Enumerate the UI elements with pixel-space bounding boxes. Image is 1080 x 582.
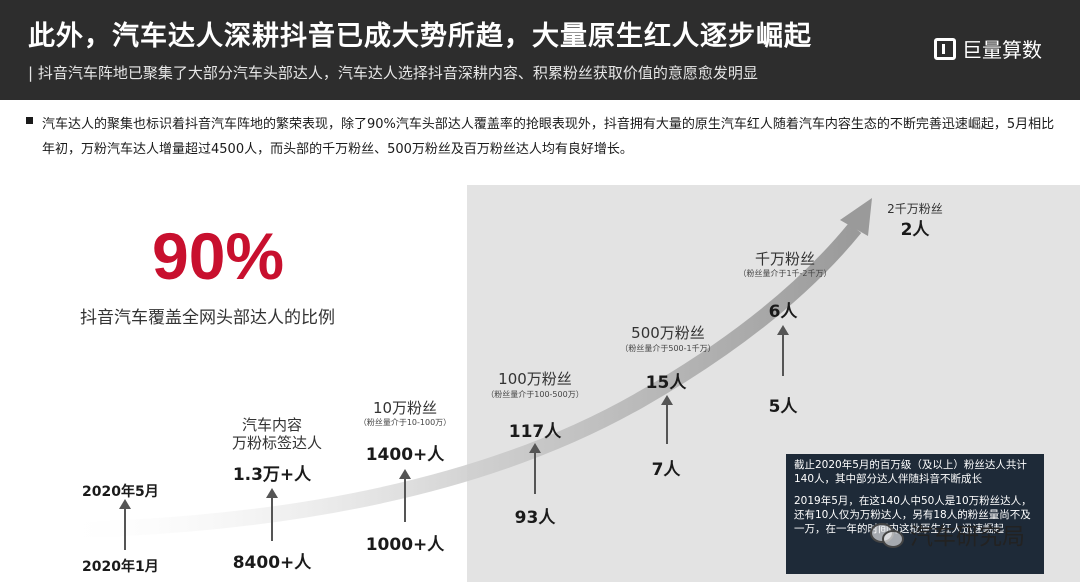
tier-value-jan: 93人 (514, 508, 556, 528)
tier-value-may: 1.3万+人 (232, 465, 312, 485)
tier-value-may: 15人 (645, 373, 687, 393)
up-arrow-icon (119, 499, 131, 550)
up-arrow-icon (266, 488, 278, 541)
tier-value-may: 117人 (508, 422, 562, 442)
tier-label-20m: 2千万粉丝 (887, 202, 943, 216)
tier-label-10m: 千万粉丝 (754, 250, 815, 268)
tier-value-jan: 7人 (651, 460, 681, 480)
coverage-label: 抖音汽车覆盖全网头部达人的比例 (80, 308, 335, 328)
page-title: 此外，汽车达人深耕抖音已成大势所趋，大量原生红人逐步崛起 (28, 21, 812, 52)
brand-logo: 巨量算数 (934, 34, 1042, 63)
tier-value-may: 2人 (900, 220, 930, 240)
watermark-text: 汽车研究局 (910, 524, 1025, 550)
tier-label-10k: 汽车内容 万粉标签达人 (232, 416, 323, 452)
up-arrow-icon (777, 325, 789, 376)
tier-label-line: 汽车内容 (241, 416, 302, 434)
watermark: 汽车研究局 (870, 517, 1025, 551)
info-note-box: 截止2020年5月的百万级（及以上）粉丝达人共计140人，其中部分达人伴随抖音不… (786, 454, 1044, 574)
chat-bubble-icon (870, 521, 904, 548)
up-arrow-icon (399, 469, 411, 522)
tier-range: （粉丝量介于500-1千万） (620, 344, 716, 353)
tier-range: （粉丝量介于100-500万） (486, 390, 584, 399)
tier-value-may: 6人 (768, 302, 798, 322)
tier-value-jan: 5人 (768, 397, 798, 417)
brand-logo-icon (934, 37, 956, 60)
tier-label-5m: 500万粉丝 (631, 324, 705, 342)
up-arrow-icon (529, 443, 541, 494)
tier-label-100k: 10万粉丝 (372, 399, 438, 417)
tier-label-line: 万粉标签达人 (232, 434, 323, 452)
tier-range: （粉丝量介于10-100万） (358, 418, 452, 427)
tier-range: （粉丝量介于1千-2千万） (738, 269, 832, 278)
tier-label-1m: 100万粉丝 (498, 370, 572, 388)
date-label-may: 2020年5月 (82, 484, 159, 500)
page-subtitle: | 抖音汽车阵地已聚集了大部分汽车头部达人，汽车达人选择抖音深耕内容、积累粉丝获… (28, 64, 758, 82)
intro-paragraph: 汽车达人的聚集也标识着抖音汽车阵地的繁荣表现，除了90%汽车头部达人覆盖率的抢眼… (42, 117, 1055, 157)
tier-value-jan: 8400+人 (232, 553, 312, 573)
tier-value-jan: 1000+人 (365, 535, 445, 555)
bullet-square-icon (26, 117, 33, 124)
note-paragraph: 2019年5月，在这140人中50人是10万粉丝达人，还有10人仅为万粉达人，另… (794, 495, 1032, 535)
coverage-percentage: 90% (152, 219, 285, 293)
header-bar: 此外，汽车达人深耕抖音已成大势所趋，大量原生红人逐步崛起 | 抖音汽车阵地已聚集… (0, 0, 1080, 100)
note-paragraph: 截止2020年5月的百万级（及以上）粉丝达人共计140人，其中部分达人伴随抖音不… (794, 459, 1027, 485)
tier-value-may: 1400+人 (365, 445, 445, 465)
date-label-jan: 2020年1月 (82, 559, 159, 575)
brand-name: 巨量算数 (962, 38, 1042, 62)
up-arrow-icon (661, 395, 673, 444)
